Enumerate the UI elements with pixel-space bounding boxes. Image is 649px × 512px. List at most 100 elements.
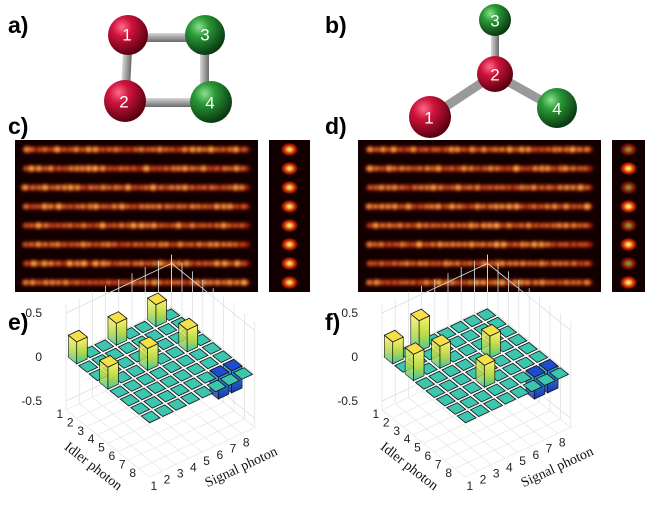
z-tick-label: 0.5 — [341, 306, 358, 320]
idler-tick-label: 3 — [393, 424, 400, 438]
bar — [175, 354, 196, 368]
bar — [156, 389, 177, 403]
graph-b-node-4 — [537, 88, 577, 128]
idler-tick-label: 8 — [445, 466, 452, 480]
bar — [185, 362, 206, 376]
bar — [448, 387, 470, 401]
bar — [435, 393, 456, 407]
side-spot — [619, 199, 638, 214]
bar — [430, 334, 452, 370]
bar — [535, 373, 556, 387]
idler-tick-label: 6 — [109, 449, 116, 463]
bar — [122, 379, 143, 392]
bar — [166, 398, 188, 411]
z-tick-label: -0.5 — [21, 394, 42, 408]
bar — [135, 372, 156, 386]
idler-tick-label: 4 — [88, 432, 95, 446]
bar — [178, 317, 199, 353]
graph-a-node-3 — [185, 15, 225, 55]
graph-a-node-1 — [108, 15, 148, 55]
graph-a-node-3-label: 3 — [200, 26, 209, 45]
side-spot — [280, 218, 299, 233]
idler-tick-label: 5 — [414, 441, 421, 455]
graph-b-node-1-label: 1 — [424, 109, 433, 128]
bar — [410, 308, 431, 353]
bar — [504, 348, 525, 361]
bar — [496, 325, 518, 338]
bar — [383, 329, 404, 365]
bar — [180, 391, 201, 405]
heatmap-row — [366, 183, 593, 192]
bar — [138, 336, 159, 372]
graph-b-node-1 — [409, 96, 451, 138]
panel-label-a: a) — [8, 12, 28, 38]
heatmap-background — [15, 140, 258, 292]
signal-tick-label: 3 — [493, 467, 500, 481]
heatmap-row — [21, 240, 250, 249]
signal-tick-label: 6 — [216, 448, 223, 462]
bar — [119, 393, 140, 407]
idler-axis-label: Idler photon — [377, 440, 440, 494]
graph-b-edge-3-2 — [491, 26, 499, 74]
side-spot — [619, 218, 638, 233]
signal-tick-label: 2 — [164, 473, 171, 487]
heatmap-row — [364, 164, 593, 173]
idler-tick-label: 5 — [98, 441, 105, 455]
bar — [219, 373, 240, 387]
graph-a-node-4 — [190, 81, 232, 123]
heatmap-row — [364, 145, 593, 154]
bar — [404, 342, 425, 382]
bar — [153, 404, 174, 418]
idler-tick-label: 1 — [373, 407, 380, 421]
heatmap-row — [364, 278, 593, 287]
bar — [182, 377, 204, 391]
signal-tick-label: 7 — [546, 442, 553, 456]
bar — [169, 383, 190, 397]
signal-tick-label: 7 — [230, 442, 237, 456]
bar — [446, 335, 468, 349]
idler-tick-label: 2 — [67, 415, 74, 429]
side-spot — [619, 237, 638, 252]
bar — [456, 410, 477, 424]
bar — [232, 367, 254, 380]
bar — [475, 353, 496, 389]
heatmap-d-side — [612, 140, 645, 292]
graph-b-node-3-label: 3 — [490, 12, 499, 31]
signal-tick-label: 4 — [506, 460, 513, 474]
signal-axis-label: Signal photon — [519, 444, 596, 491]
heatmap-row — [21, 221, 250, 230]
bar — [454, 358, 475, 372]
side-spot — [619, 180, 638, 195]
bar — [446, 402, 467, 415]
bar — [507, 333, 528, 347]
bar — [162, 360, 183, 374]
bar — [109, 385, 130, 399]
bar — [498, 377, 520, 391]
bar — [462, 381, 483, 395]
side-spot — [280, 142, 299, 157]
bar — [98, 354, 120, 390]
graph-b-node-3 — [479, 4, 511, 36]
bar — [438, 379, 459, 392]
idler-tick-label: 4 — [404, 432, 411, 446]
bar — [188, 348, 209, 361]
bar — [485, 383, 506, 397]
bar — [501, 362, 522, 376]
graph-a-edge-4-2 — [126, 98, 212, 107]
panel-label-b: b) — [325, 12, 347, 38]
bar — [132, 387, 154, 401]
panel-label-d: d) — [325, 113, 347, 139]
bar — [476, 308, 497, 322]
bar — [193, 385, 214, 399]
idler-tick-label: 2 — [383, 415, 390, 429]
bar — [114, 356, 136, 369]
bar — [212, 350, 233, 364]
bar — [482, 398, 504, 411]
signal-tick-label: 1 — [466, 479, 473, 493]
bar — [206, 379, 227, 393]
bar — [130, 402, 151, 415]
signal-tick-label: 2 — [480, 473, 487, 487]
graph-a-edge-1-3 — [130, 33, 206, 42]
graph-b-node-2-label: 2 — [490, 66, 499, 85]
bar — [164, 345, 186, 359]
